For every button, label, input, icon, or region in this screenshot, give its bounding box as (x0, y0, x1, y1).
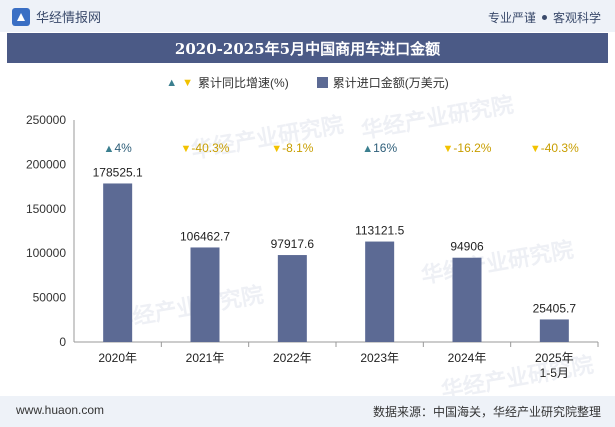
separator-dot-icon (541, 15, 547, 20)
x-tick-label: 2021年 (186, 351, 225, 365)
x-tick-label: 2023年 (360, 351, 399, 365)
brand: 华经情报网 (12, 7, 101, 26)
growth-value: -8.1% (282, 141, 314, 155)
growth-value: 16% (373, 141, 397, 155)
bar-value-label: 25405.7 (533, 301, 577, 315)
triangle-down-icon: ▼ (182, 76, 194, 89)
bar-value-label: 113121.5 (355, 224, 404, 238)
slogan-left: 专业严谨 (487, 11, 536, 25)
legend-growth-label: 累计同比增速(%) (198, 76, 289, 90)
triangle-up-icon: ▲ (166, 76, 178, 89)
growth-label: ▲4% (104, 141, 133, 155)
triangle-down-icon: ▼ (181, 143, 192, 155)
growth-label: ▼-8.1% (271, 141, 314, 155)
y-tick-label: 100000 (26, 246, 66, 260)
bar (452, 257, 482, 342)
x-tick-label-line2: 1-5月 (540, 366, 569, 380)
y-tick-label: 50000 (33, 291, 67, 305)
y-tick-label: 250000 (26, 113, 66, 127)
top-bar: 华经情报网 专业严谨 客观科学 (0, 0, 615, 32)
bar (365, 241, 395, 342)
legend-amount-swatch (316, 77, 328, 88)
growth-label: ▼-40.3% (181, 141, 230, 155)
legend-growth: ▲ ▼ 累计同比增速(%) (166, 74, 288, 91)
chart-legend: ▲ ▼ 累计同比增速(%) 累计进口金额(万美元) (0, 74, 615, 91)
y-tick-label: 200000 (26, 157, 66, 171)
triangle-down-icon: ▼ (530, 143, 541, 155)
x-tick-label: 2025年 (535, 351, 574, 365)
growth-value: 4% (114, 141, 132, 155)
y-tick-label: 150000 (26, 202, 66, 216)
chart-title: 2020-2025年5月中国商用车进口金额 (7, 33, 608, 63)
x-tick-label: 2020年 (98, 351, 137, 365)
bar (103, 183, 133, 342)
growth-label: ▲16% (362, 141, 397, 155)
bar-chart: 0 50000 100000 150000 200000 250000 178525.1 20… (26, 113, 599, 380)
bar-value-label: 97917.6 (271, 237, 315, 251)
bar-value-label: 94906 (450, 240, 484, 254)
y-tick-label: 0 (59, 335, 66, 349)
growth-value: -40.3% (541, 141, 579, 155)
brand-name: 华经情报网 (36, 10, 102, 25)
brand-logo-icon (12, 7, 30, 26)
growth-value: -16.2% (453, 141, 491, 155)
legend-amount-label: 累计进口金额(万美元) (332, 76, 449, 90)
triangle-down-icon: ▼ (443, 143, 454, 155)
slogan-right: 客观科学 (552, 11, 601, 25)
triangle-up-icon: ▲ (104, 143, 115, 155)
bar (190, 247, 220, 342)
bar-value-label: 178525.1 (93, 165, 143, 179)
slogan: 专业严谨 客观科学 (488, 9, 601, 26)
growth-label: ▼-16.2% (443, 141, 492, 155)
footer-source: 数据来源：中国海关，华经产业研究院整理 (372, 405, 601, 419)
triangle-down-icon: ▼ (271, 143, 282, 155)
bar (277, 255, 307, 342)
bar (539, 319, 569, 342)
growth-label: ▼-40.3% (530, 141, 579, 155)
footer-site: www.huaon.com (16, 403, 105, 417)
x-tick-label: 2024年 (448, 351, 487, 365)
footer: www.huaon.com 数据来源：中国海关，华经产业研究院整理 (0, 396, 615, 427)
x-tick-label: 2022年 (273, 351, 312, 365)
bar-value-label: 106462.7 (180, 229, 230, 243)
legend-amount: 累计进口金额(万美元) (316, 74, 449, 91)
growth-value: -40.3% (191, 141, 229, 155)
triangle-up-icon: ▲ (362, 143, 373, 155)
